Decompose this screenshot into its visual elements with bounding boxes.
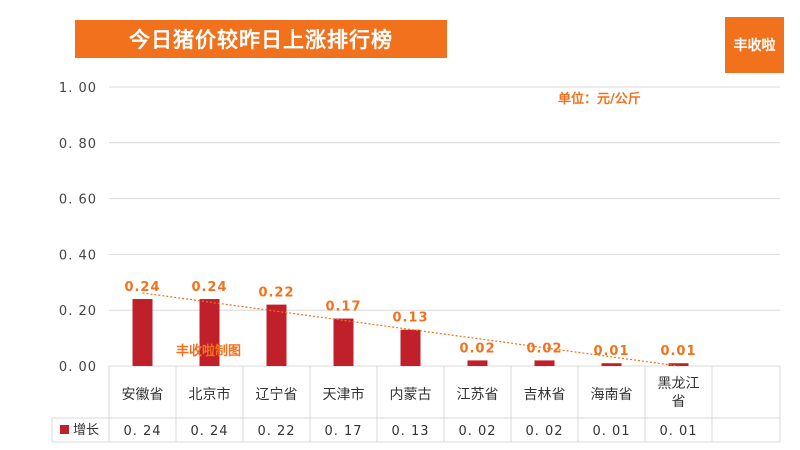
- legend-swatch: [60, 425, 69, 434]
- table-value: 0. 02: [525, 424, 563, 439]
- y-tick-label: 0. 20: [59, 304, 97, 319]
- data-label: 0.02: [526, 341, 562, 356]
- watermark: 丰收啦制图: [176, 343, 241, 359]
- category-label: 黑龙江: [658, 376, 700, 392]
- data-label: 0.24: [124, 280, 160, 295]
- bar: [199, 299, 220, 366]
- table-value: 0. 02: [458, 424, 496, 439]
- unit-label: 单位：元/公斤: [558, 91, 641, 107]
- category-label: 海南省: [591, 387, 633, 403]
- data-label: 0.24: [191, 280, 227, 295]
- data-label: 0.01: [593, 344, 629, 359]
- bar: [601, 363, 622, 366]
- category-label: 内蒙古: [390, 387, 432, 403]
- bar: [333, 318, 354, 366]
- data-label: 0.22: [258, 286, 294, 301]
- data-label: 0.02: [459, 341, 495, 356]
- bar: [668, 363, 689, 366]
- category-label: 天津市: [323, 386, 365, 403]
- legend-label: 增长: [73, 423, 99, 438]
- table-value: 0. 01: [659, 424, 697, 439]
- bar: [467, 360, 488, 366]
- chart-title: 今日猪价较昨日上涨排行榜: [75, 20, 447, 58]
- bar: [534, 360, 555, 366]
- y-tick-label: 1. 00: [59, 81, 97, 96]
- table-value: 0. 22: [257, 424, 295, 439]
- data-label: 0.17: [325, 300, 361, 315]
- brand-logo: 丰收啦: [725, 17, 784, 73]
- y-tick-label: 0. 00: [59, 360, 97, 375]
- category-label: 江苏省: [457, 387, 499, 403]
- y-tick-label: 0. 80: [59, 137, 97, 152]
- category-label: 省: [672, 394, 686, 410]
- table-value: 0. 24: [190, 424, 228, 439]
- y-tick-label: 0. 40: [59, 248, 97, 263]
- category-label: 北京市: [189, 386, 231, 403]
- category-label: 辽宁省: [256, 386, 298, 403]
- data-labels: 0.24 0.24 0.22 0.17 0.13 0.02 0.02 0.01 0.01: [124, 280, 696, 359]
- bar: [266, 304, 287, 366]
- table-values: 0. 24 0. 24 0. 22 0. 17 0. 13 0. 02 0. 02 0. 01…: [123, 424, 697, 439]
- y-axis: 0. 00 0. 20 0. 40 0. 60 0. 80 1. 00: [59, 81, 97, 375]
- table-value: 0. 01: [592, 424, 630, 439]
- table-value: 0. 13: [391, 424, 429, 439]
- table-value: 0. 17: [324, 424, 362, 439]
- data-table: [51, 365, 781, 443]
- bar: [400, 329, 421, 366]
- bars: [132, 299, 689, 366]
- bar: [132, 299, 153, 366]
- data-label: 0.13: [392, 311, 428, 326]
- data-label: 0.01: [660, 344, 696, 359]
- y-tick-label: 0. 60: [59, 193, 97, 208]
- category-label: 吉林省: [524, 387, 566, 403]
- category-label: 安徽省: [122, 387, 164, 403]
- table-value: 0. 24: [123, 424, 161, 439]
